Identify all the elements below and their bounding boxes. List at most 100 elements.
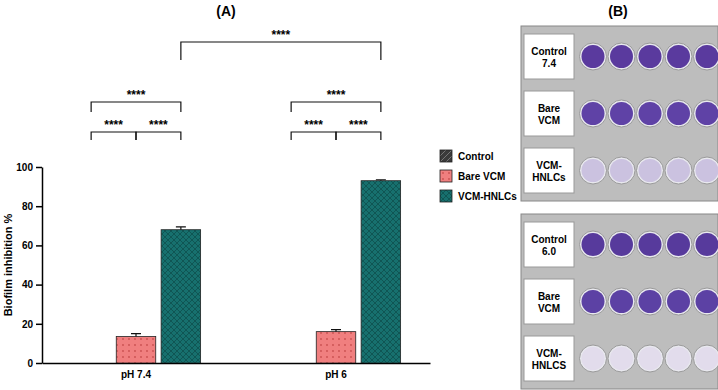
well-rim: [665, 288, 692, 315]
well: [582, 233, 605, 256]
well: [667, 233, 690, 256]
well: [667, 102, 690, 125]
well-rim: [665, 157, 692, 184]
well: [610, 290, 633, 313]
well-rim: [694, 43, 718, 70]
well-rim: [637, 100, 664, 127]
well: [610, 159, 633, 182]
well: [639, 290, 662, 313]
well: [696, 347, 718, 370]
well-rim: [694, 100, 718, 127]
well: [696, 290, 718, 313]
well: [582, 347, 605, 370]
x-tick-label: pH 6: [325, 369, 347, 380]
well-rim: [637, 231, 664, 258]
y-axis-line: [42, 168, 44, 364]
row-label: Control7.4: [531, 46, 567, 69]
chart-title: (A): [216, 3, 235, 19]
significance-label: ****: [349, 118, 368, 132]
row-label-line: HNLCs: [532, 172, 566, 183]
well: [582, 159, 605, 182]
legend: ControlBare VCMVCM-HNLCs: [440, 150, 517, 202]
well: [696, 233, 718, 256]
significance-bracket: [91, 102, 181, 112]
y-tick: 80: [22, 201, 42, 212]
well-rim: [580, 231, 607, 258]
legend-swatch: [440, 170, 452, 182]
x-axis: pH 7.4 pH 6: [43, 364, 431, 381]
x-tick: pH 7.4: [121, 369, 151, 380]
significance-label: ****: [149, 118, 168, 132]
y-tick: 100: [16, 162, 42, 173]
significance-label: ****: [104, 118, 123, 132]
well: [639, 45, 662, 68]
significance-bracket: [181, 42, 381, 60]
row-label: BareVCM: [538, 103, 561, 126]
y-axis-title: Biofilm inhibition %: [2, 213, 14, 316]
well-rim: [694, 231, 718, 258]
well-rim: [694, 157, 718, 184]
row-label-box: [524, 222, 574, 267]
error-bar: [376, 179, 386, 181]
bars: [116, 180, 400, 363]
well-rim: [637, 345, 664, 372]
row-label-line: VCM-: [536, 348, 562, 359]
well-rim: [665, 100, 692, 127]
well-rim: [608, 231, 635, 258]
legend-label: Control: [458, 151, 494, 162]
significance-bracket: [291, 102, 381, 112]
plate: Control6.0 BareVCM VCM-HNLCS: [521, 214, 718, 389]
well-rim: [665, 43, 692, 70]
row-label: Control6.0: [531, 234, 567, 257]
well-rim: [637, 288, 664, 315]
y-tick-mark: [36, 167, 42, 169]
well: [639, 159, 662, 182]
y-tick-label: 0: [27, 358, 33, 369]
row-label-line: VCM-: [536, 160, 562, 171]
well-rim: [608, 100, 635, 127]
significance-label: ****: [304, 118, 323, 132]
well-rim: [608, 345, 635, 372]
bar: [161, 230, 200, 363]
bar: [116, 337, 155, 363]
well-rim: [608, 43, 635, 70]
row-label: BareVCM: [538, 291, 561, 314]
y-tick-mark: [36, 324, 42, 326]
well: [696, 159, 718, 182]
significance-bracket: [91, 132, 136, 140]
bar: [361, 181, 400, 363]
well-rim: [637, 43, 664, 70]
well: [639, 347, 662, 370]
legend-item: Control: [440, 150, 494, 162]
well-rim: [665, 231, 692, 258]
significance-bracket: [291, 132, 336, 140]
well: [610, 233, 633, 256]
annotations: ****************************: [91, 28, 381, 140]
well: [582, 290, 605, 313]
significance-label: ****: [127, 88, 146, 102]
row-label-line: VCM: [538, 115, 560, 126]
well: [610, 102, 633, 125]
y-tick-label: 100: [16, 162, 33, 173]
well: [696, 102, 718, 125]
plate-body: [521, 214, 718, 389]
row-label-box: [524, 91, 574, 136]
row-label-box: [524, 279, 574, 324]
well: [610, 45, 633, 68]
well: [667, 45, 690, 68]
y-tick-label: 80: [22, 201, 34, 212]
y-tick: 40: [22, 279, 42, 290]
y-tick-label: 20: [22, 319, 34, 330]
well: [610, 347, 633, 370]
well-rim: [608, 288, 635, 315]
well-rim: [580, 43, 607, 70]
row-label-box: [524, 336, 574, 381]
well-rim: [637, 157, 664, 184]
legend-swatch: [440, 150, 452, 162]
row-label: VCM-HNLCs: [532, 160, 566, 183]
row-label-box: [524, 34, 574, 79]
plate-panel: (B)Control7.4BareVCMVCM-HNLCsControl6.0B…: [521, 3, 718, 389]
row-label-line: HNLCS: [532, 360, 567, 371]
row-label-line: Control: [531, 46, 567, 57]
bar: [71, 363, 110, 364]
